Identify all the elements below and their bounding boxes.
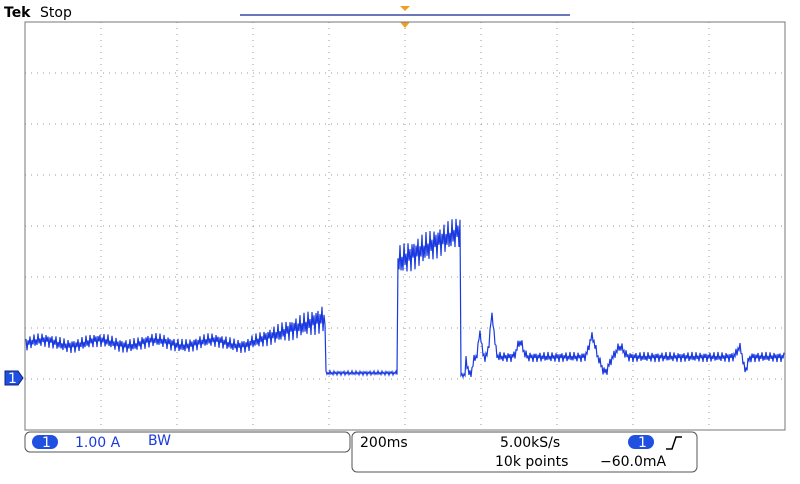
brand: Tek: [4, 5, 31, 21]
ground-marker: 1: [4, 370, 24, 387]
channel-readout-box: [24, 431, 351, 453]
channel-scale: 1.00 A: [75, 435, 121, 451]
ground-marker-label: 1: [8, 371, 17, 387]
horizontal-scale: 200ms: [360, 435, 408, 451]
bandwidth-limit: BW: [148, 433, 171, 449]
channel-pill: [32, 435, 58, 449]
trigger-source: 1: [638, 435, 647, 451]
channel-pill-label: 1: [42, 435, 51, 451]
waveform: [25, 218, 785, 379]
ground-marker-shape: [4, 370, 24, 386]
trigger-position: [400, 22, 410, 28]
graticule-frame: [24, 21, 786, 431]
acquisition-status: Stop: [40, 5, 72, 21]
sample-rate: 5.00kS/s: [500, 435, 560, 451]
record-length: 10k points: [495, 454, 568, 470]
trigger-source-pill: [628, 435, 654, 449]
timebase-readout-box: [351, 431, 698, 473]
trigger-position-top: [400, 6, 410, 11]
graticule: [25, 22, 785, 430]
trigger-level: −60.0mA: [600, 454, 667, 470]
trigger-slope: [666, 436, 682, 450]
